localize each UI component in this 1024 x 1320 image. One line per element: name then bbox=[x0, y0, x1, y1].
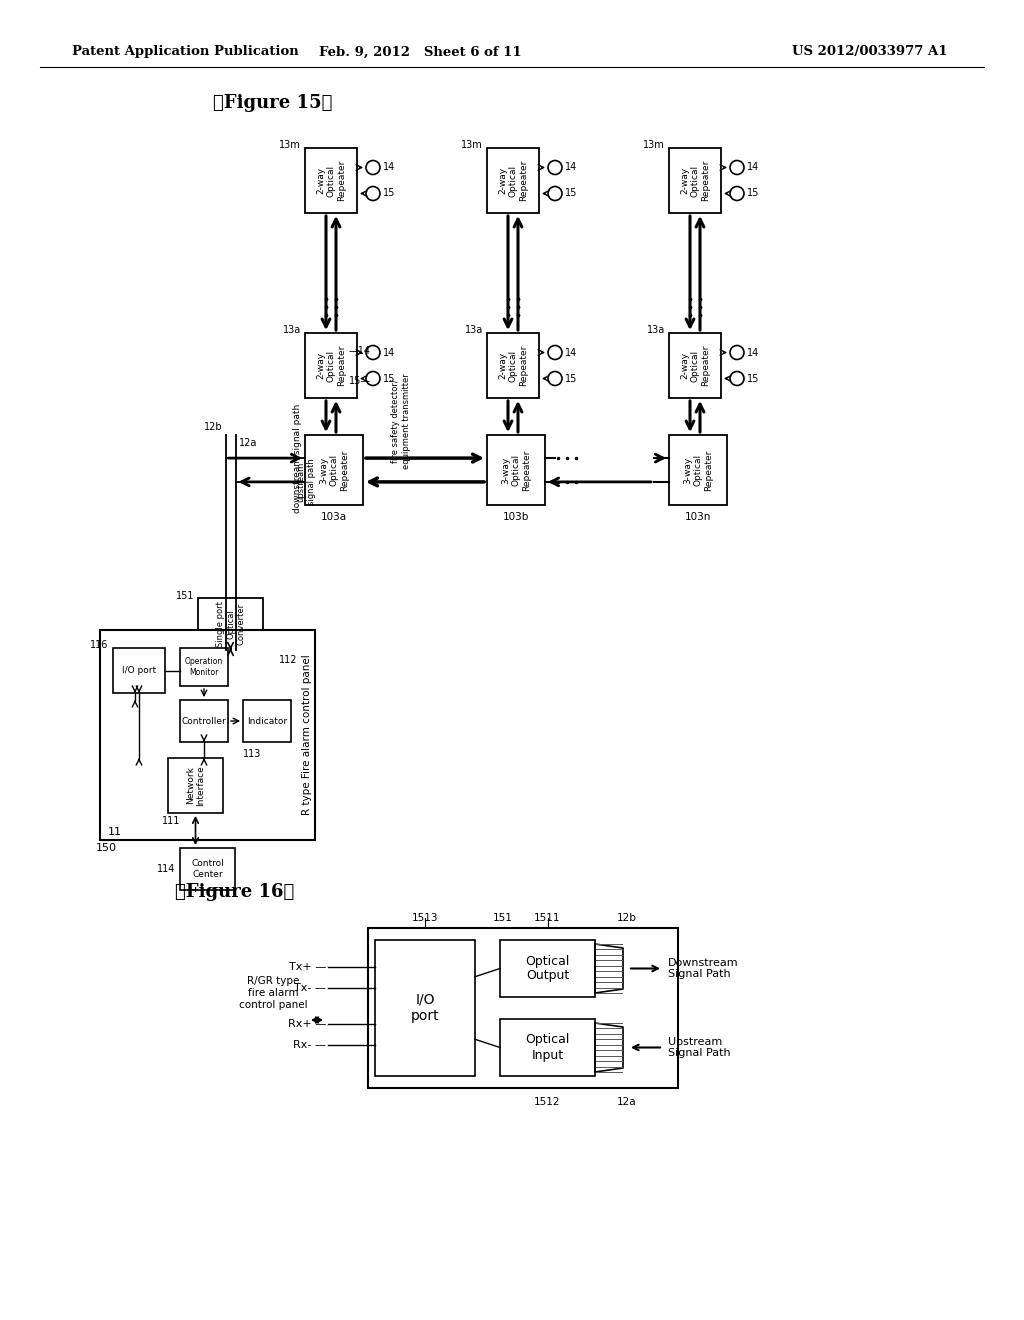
Bar bbox=[180, 648, 228, 686]
Text: 』Figure 16】: 』Figure 16】 bbox=[175, 883, 294, 902]
Text: 2-way
Optical
Repeater: 2-way Optical Repeater bbox=[316, 160, 346, 201]
Bar bbox=[669, 436, 727, 506]
Text: upstream
signal path: upstream signal path bbox=[296, 458, 315, 506]
Text: 12a: 12a bbox=[617, 1097, 637, 1107]
Text: fire safety detector/
equipment transmitter: fire safety detector/ equipment transmit… bbox=[391, 374, 411, 469]
Text: 1513: 1513 bbox=[412, 913, 438, 923]
Text: Feb. 9, 2012   Sheet 6 of 11: Feb. 9, 2012 Sheet 6 of 11 bbox=[318, 45, 521, 58]
Text: 15: 15 bbox=[746, 189, 760, 198]
Text: 』Figure 15】: 』Figure 15】 bbox=[213, 94, 333, 112]
Text: 2-way
Optical
Repeater: 2-way Optical Repeater bbox=[680, 345, 710, 387]
Text: 114: 114 bbox=[157, 865, 175, 874]
Text: 151: 151 bbox=[175, 591, 194, 601]
Text: 12a: 12a bbox=[239, 438, 257, 447]
Text: Control
Center: Control Center bbox=[191, 859, 224, 879]
Text: 12b: 12b bbox=[617, 913, 637, 923]
Text: Network
Interface: Network Interface bbox=[185, 766, 205, 807]
Bar bbox=[305, 436, 362, 506]
Text: 14: 14 bbox=[565, 162, 578, 173]
Text: 14: 14 bbox=[383, 162, 395, 173]
Text: 1512: 1512 bbox=[535, 1097, 561, 1107]
Text: R/GR type
fire alarm
control panel: R/GR type fire alarm control panel bbox=[239, 977, 307, 1010]
Text: 151: 151 bbox=[494, 913, 513, 923]
Text: 112: 112 bbox=[279, 655, 297, 665]
Text: 2-way
Optical
Repeater: 2-way Optical Repeater bbox=[498, 345, 528, 387]
Text: 12b: 12b bbox=[204, 422, 222, 432]
Text: 13a: 13a bbox=[283, 325, 301, 335]
Text: 103b: 103b bbox=[503, 512, 529, 521]
Text: 13a: 13a bbox=[647, 325, 665, 335]
Text: 111: 111 bbox=[162, 816, 180, 826]
Text: 13m: 13m bbox=[643, 140, 665, 150]
Text: 15: 15 bbox=[383, 189, 395, 198]
Text: Tx+ —: Tx+ — bbox=[289, 962, 326, 973]
Text: 14: 14 bbox=[746, 162, 759, 173]
Bar bbox=[180, 700, 228, 742]
Text: 14: 14 bbox=[746, 347, 759, 358]
Text: Controller: Controller bbox=[181, 717, 226, 726]
Text: Upstream
Signal Path: Upstream Signal Path bbox=[668, 1036, 731, 1059]
Bar bbox=[487, 333, 539, 399]
Text: Optical
Output: Optical Output bbox=[525, 954, 569, 982]
Text: 103a: 103a bbox=[321, 512, 347, 521]
Text: 14: 14 bbox=[565, 347, 578, 358]
Bar bbox=[243, 700, 291, 742]
Text: 2-way
Optical
Repeater: 2-way Optical Repeater bbox=[498, 160, 528, 201]
Bar bbox=[113, 648, 165, 693]
Text: 3-way
Optical
Repeater: 3-way Optical Repeater bbox=[319, 449, 349, 491]
Bar bbox=[180, 847, 234, 890]
Text: 116: 116 bbox=[90, 640, 108, 649]
Text: 3-way
Optical
Repeater: 3-way Optical Repeater bbox=[501, 449, 530, 491]
Bar bbox=[368, 928, 678, 1088]
Text: I/O port: I/O port bbox=[122, 667, 156, 675]
Bar bbox=[500, 1019, 595, 1076]
Text: 13a: 13a bbox=[465, 325, 483, 335]
Text: Rx+ —: Rx+ — bbox=[288, 1019, 326, 1030]
Text: 113: 113 bbox=[243, 748, 261, 759]
Bar bbox=[375, 940, 475, 1076]
Text: Downstream
Signal Path: Downstream Signal Path bbox=[668, 958, 738, 979]
Text: —14: —14 bbox=[349, 346, 371, 355]
Bar bbox=[305, 148, 357, 213]
Bar bbox=[487, 436, 545, 506]
Bar bbox=[168, 758, 223, 813]
Text: downstream signal path: downstream signal path bbox=[293, 404, 301, 512]
Bar bbox=[198, 598, 263, 649]
Text: Rx- —: Rx- — bbox=[293, 1040, 326, 1049]
Text: 15: 15 bbox=[565, 189, 578, 198]
Text: Patent Application Publication: Patent Application Publication bbox=[72, 45, 299, 58]
Bar bbox=[305, 333, 357, 399]
Text: 13m: 13m bbox=[280, 140, 301, 150]
Text: Indicator: Indicator bbox=[247, 717, 287, 726]
Text: 103n: 103n bbox=[685, 512, 712, 521]
Text: R type Fire alarm control panel: R type Fire alarm control panel bbox=[302, 655, 312, 816]
Text: 14: 14 bbox=[383, 347, 395, 358]
Text: 2-way
Optical
Repeater: 2-way Optical Repeater bbox=[680, 160, 710, 201]
Text: 2-way
Optical
Repeater: 2-way Optical Repeater bbox=[316, 345, 346, 387]
Text: Optical
Input: Optical Input bbox=[525, 1034, 569, 1061]
Text: 15—: 15— bbox=[349, 375, 371, 385]
Text: 13m: 13m bbox=[461, 140, 483, 150]
Text: Tx- —: Tx- — bbox=[294, 982, 326, 993]
Text: 15: 15 bbox=[383, 374, 395, 384]
Bar bbox=[669, 148, 721, 213]
Bar bbox=[100, 630, 315, 840]
Text: 15: 15 bbox=[565, 374, 578, 384]
Text: 15: 15 bbox=[746, 374, 760, 384]
Text: Operation
Monitor: Operation Monitor bbox=[185, 657, 223, 677]
Bar bbox=[669, 333, 721, 399]
Text: Single port
Optical
Converter: Single port Optical Converter bbox=[216, 601, 246, 647]
Text: 11: 11 bbox=[108, 828, 122, 837]
Text: US 2012/0033977 A1: US 2012/0033977 A1 bbox=[793, 45, 948, 58]
Text: 150: 150 bbox=[96, 843, 117, 853]
Text: 1511: 1511 bbox=[535, 913, 561, 923]
Bar bbox=[500, 940, 595, 997]
Text: I/O
port: I/O port bbox=[411, 993, 439, 1023]
Text: 3-way
Optical
Repeater: 3-way Optical Repeater bbox=[683, 449, 713, 491]
Bar bbox=[487, 148, 539, 213]
